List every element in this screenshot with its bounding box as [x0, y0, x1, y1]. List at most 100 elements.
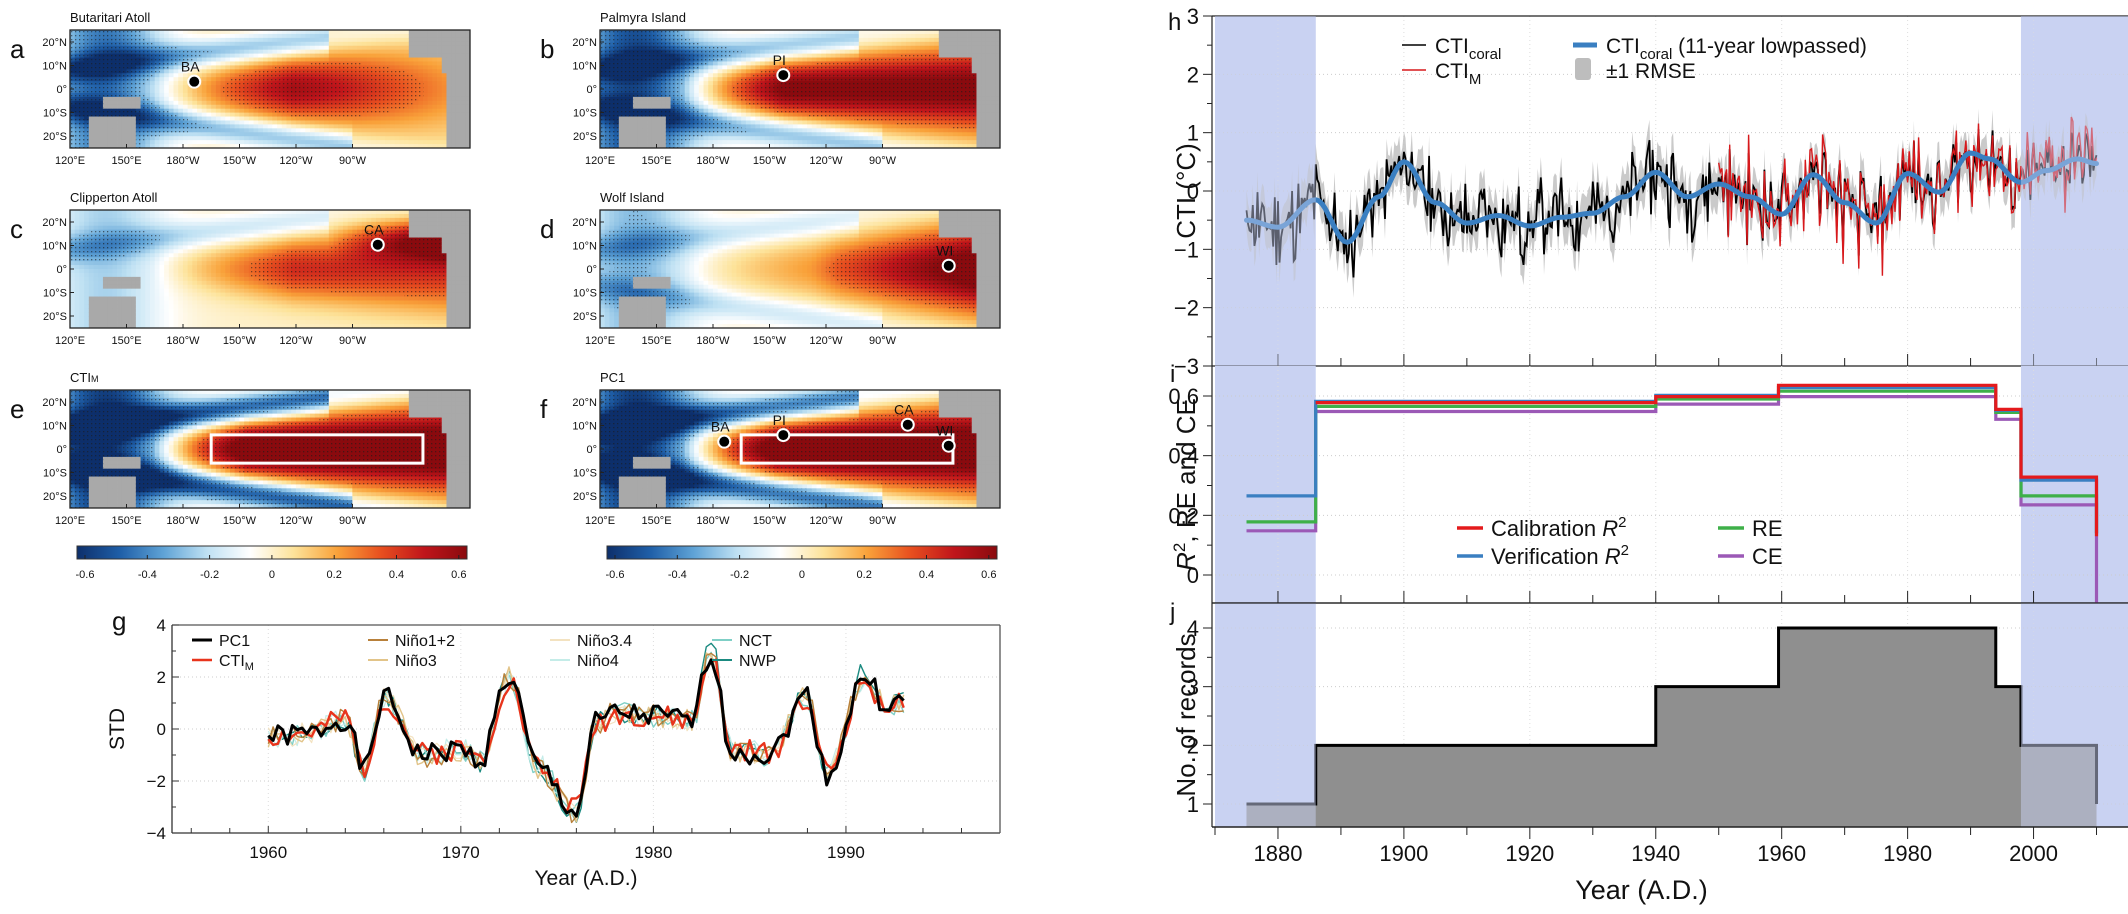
records-area [1246, 628, 2097, 827]
panel-letter-g: g [112, 606, 126, 636]
legend-label: CTIcoral (11-year lowpassed) [1606, 35, 1867, 63]
x-tick-label: 1920 [1505, 841, 1554, 866]
lon-tick-label: 120°E [55, 335, 85, 347]
lat-tick-label: 10°S [573, 468, 597, 480]
lat-tick-label: 20°N [42, 397, 67, 409]
panel-letter-a: a [10, 34, 25, 64]
legend-label: NWP [739, 653, 776, 670]
lon-tick-label: 180°W [166, 155, 200, 167]
y-tick-label: 0.2 [1168, 503, 1199, 528]
legend-label: Niño3 [395, 653, 437, 670]
lon-tick-label: 90°W [339, 515, 367, 527]
y-tick-label: 4 [1187, 616, 1199, 641]
significance-stipple [70, 30, 424, 149]
panel-letter-h: h [1168, 9, 1181, 36]
series-line-pc1 [267, 658, 905, 818]
panel-letter-b: b [540, 34, 554, 64]
colorbar-tick-label: 0 [799, 569, 805, 581]
site-label-pi: PI [773, 412, 786, 428]
lat-tick-label: 10°S [573, 288, 597, 300]
lon-tick-label: 180°W [696, 515, 730, 527]
lat-tick-label: 0° [586, 444, 597, 456]
colorbar-left: -0.6 -0.4 -0.2 0 0.2 0.4 0.6 [76, 545, 468, 581]
lon-tick-label: 150°W [753, 335, 787, 347]
shaded-period [1215, 366, 1316, 603]
y-tick-label: −4 [147, 824, 166, 843]
lon-tick-label: 120°W [809, 155, 843, 167]
y-tick-label: 0 [1187, 563, 1199, 588]
colorbar-tick-label: -0.4 [138, 569, 157, 581]
lat-tick-label: 20°N [572, 397, 597, 409]
lon-tick-label: 150°W [223, 335, 257, 347]
site-marker-ca [370, 237, 385, 252]
panel-letter-i: i [1170, 361, 1175, 388]
lon-tick-label: 150°E [641, 155, 671, 167]
y-tick-label: 2 [157, 668, 166, 687]
panel-i: i 0 0.2 0.4 0.6R2, RE and CE Calibration R2Ve… [1168, 361, 2128, 611]
shaded-period [2020, 366, 2128, 603]
lon-tick-label: 150°E [641, 515, 671, 527]
lon-tick-label: 180°W [696, 335, 730, 347]
lat-tick-label: 10°N [572, 421, 597, 433]
y-tick-label: 0 [1187, 179, 1199, 204]
lon-tick-label: 120°W [809, 335, 843, 347]
y-axis-label: CTI (°C) [1171, 143, 1201, 239]
rmse-band [1246, 108, 2097, 298]
panel-letter-c: c [10, 214, 23, 244]
lat-tick-label: 10°S [43, 288, 67, 300]
colorbar-tick-label: 0.2 [327, 569, 342, 581]
lon-tick-label: 150°E [111, 155, 141, 167]
lat-tick-label: 10°N [42, 61, 67, 73]
colorbar-tick-label: -0.6 [76, 569, 95, 581]
x-tick-label: 1960 [249, 843, 287, 862]
lat-tick-label: 20°S [43, 131, 67, 143]
y-tick-label: 4 [157, 616, 166, 635]
colorbar-tick-label: -0.4 [668, 569, 687, 581]
legend-label: Calibration R2 [1491, 514, 1627, 541]
legend-label: CTIcoral [1435, 35, 1501, 63]
site-label-pi: PI [773, 52, 786, 68]
legend-label: Niño3.4 [577, 633, 632, 650]
series-line-lowpassed [1244, 150, 2099, 245]
lon-tick-label: 120°W [279, 335, 313, 347]
y-tick-label: 0.4 [1168, 444, 1199, 469]
series-line-calibration-r2 [1315, 383, 2099, 537]
x-tick-label: 1980 [1883, 841, 1932, 866]
panel-g: g −4 −2 0 2 4 1960 1970 1980 1990 Year (A.D.) STD PC… [106, 606, 1001, 890]
legend-label: ±1 RMSE [1606, 60, 1696, 83]
panel-letter-d: d [540, 214, 554, 244]
y-tick-label: 0 [157, 720, 166, 739]
panel-letter-f: f [540, 394, 548, 424]
series-line-verification-r2 [1246, 386, 2099, 534]
lon-tick-label: 120°W [279, 155, 313, 167]
lat-tick-label: 10°N [42, 421, 67, 433]
lat-tick-label: 10°N [42, 241, 67, 253]
lat-tick-label: 10°N [572, 61, 597, 73]
y-tick-label: 2 [1187, 62, 1199, 87]
x-tick-label: 1940 [1631, 841, 1680, 866]
significance-stipple [600, 210, 977, 313]
lat-tick-label: 20°S [43, 311, 67, 323]
series-line-ni-o1-2 [267, 652, 904, 824]
lon-tick-label: 180°W [696, 155, 730, 167]
colorbar-tick-label: 0.2 [857, 569, 872, 581]
x-tick-label: 1980 [634, 843, 672, 862]
lat-tick-label: 20°N [572, 217, 597, 229]
lat-tick-label: 0° [56, 444, 67, 456]
x-tick-label: 1960 [1757, 841, 1806, 866]
x-axis-label: Year (A.D.) [1575, 875, 1708, 905]
y-tick-label: −2 [1174, 296, 1199, 321]
x-tick-label: 1990 [827, 843, 865, 862]
lon-tick-label: 120°E [55, 515, 85, 527]
lon-tick-label: 150°E [641, 335, 671, 347]
site-label-ba: BA [181, 59, 200, 75]
colorbar-tick-label: 0.4 [389, 569, 404, 581]
lon-tick-label: 120°E [585, 155, 615, 167]
shaded-period-overlay [2020, 16, 2128, 366]
map-title: Wolf Island [600, 190, 664, 205]
